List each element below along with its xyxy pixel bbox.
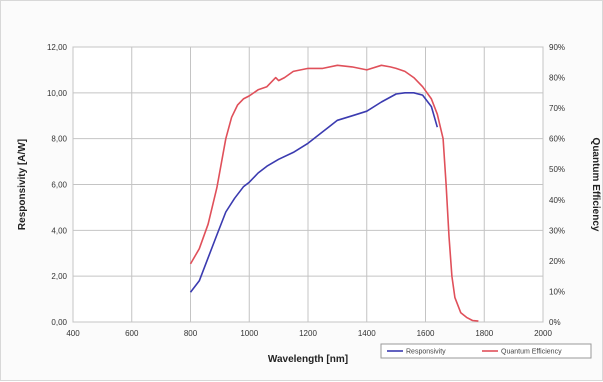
y2-tick-label: 40% [549,196,565,205]
legend-label: Responsivity [406,349,446,356]
y-axis-title: Responsivity [A/W] [17,139,28,230]
x-tick-label: 1400 [358,329,376,338]
y-tick-label: 4,00 [51,226,67,235]
series-line-quantum-efficiency [189,64,479,322]
y2-tick-label: 50% [549,165,565,174]
x-tick-label: 2000 [534,329,552,338]
y-tick-label: 10,00 [47,89,68,98]
y-tick-label: 8,00 [51,135,67,144]
y2-tick-label: 30% [549,226,565,235]
y2-tick-label: 20% [549,257,565,266]
y2-tick-label: 10% [549,287,565,296]
y-tick-label: 6,00 [51,181,67,190]
x-tick-label: 1000 [240,329,258,338]
series-line-responsivity [189,92,439,293]
y2-tick-label: 80% [549,74,565,83]
y2-tick-label: 90% [549,43,565,52]
y2-tick-label: 70% [549,104,565,113]
y-tick-label: 2,00 [51,272,67,281]
x-tick-label: 1800 [475,329,493,338]
y2-axis-title: Quantum Efficiency [590,138,601,232]
x-tick-label: 600 [125,329,139,338]
y-tick-label: 0,00 [51,318,67,327]
y2-tick-label: 60% [549,135,565,144]
legend-label: Quantum Efficiency [501,349,562,356]
x-tick-label: 1200 [299,329,317,338]
x-axis-title: Wavelength [nm] [268,354,348,365]
x-tick-label: 400 [66,329,80,338]
x-tick-label: 800 [184,329,198,338]
x-tick-label: 1600 [417,329,435,338]
y-tick-label: 12,00 [47,43,68,52]
y2-tick-label: 0% [549,318,561,327]
